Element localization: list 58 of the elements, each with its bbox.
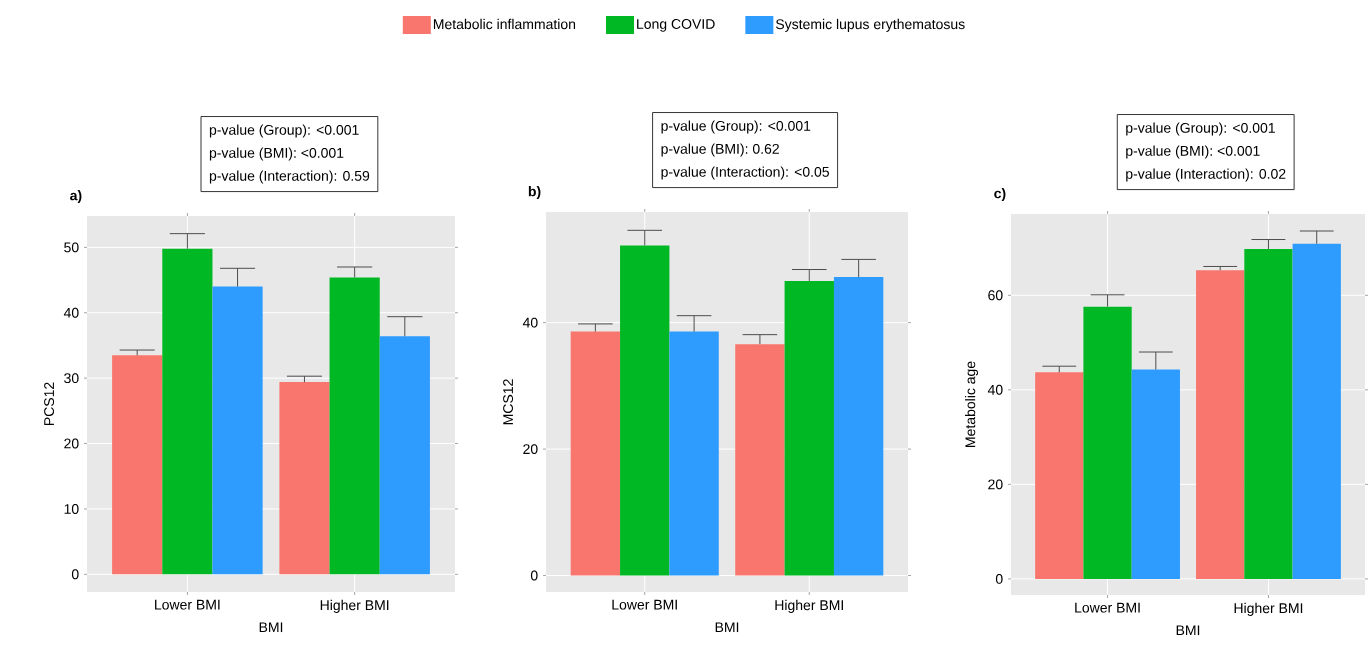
y-tick-label: 30 bbox=[64, 373, 79, 384]
x-tick-label: Lower BMI bbox=[612, 599, 677, 610]
x-tick-label: Lower BMI bbox=[155, 599, 220, 610]
x-axis-title: BMI bbox=[715, 622, 739, 633]
bar bbox=[1035, 372, 1084, 579]
y-tick-label: 10 bbox=[64, 503, 79, 514]
bar bbox=[735, 344, 785, 576]
y-axis-title: Metabolic age bbox=[964, 361, 979, 447]
y-tick-label: 50 bbox=[64, 242, 79, 253]
bar bbox=[669, 331, 719, 576]
bar bbox=[162, 248, 213, 575]
y-tick-label: 20 bbox=[64, 438, 79, 449]
text: p-value (Interaction): <0.05 bbox=[661, 166, 829, 180]
text: p-value (Group): <0.001 bbox=[209, 124, 359, 138]
y-tick-label: 0 bbox=[995, 573, 1003, 584]
bar bbox=[1244, 248, 1293, 579]
y-tick-label: 60 bbox=[988, 290, 1003, 301]
y-tick-label: 20 bbox=[988, 479, 1003, 490]
chart-title: a) bbox=[70, 190, 82, 204]
x-tick-label: Higher BMI bbox=[320, 599, 389, 613]
bar bbox=[620, 245, 670, 576]
text: p-value (BMI): <0.001 bbox=[1126, 145, 1260, 159]
text: p-value (BMI): 0.62 bbox=[661, 143, 779, 157]
bar bbox=[1292, 243, 1341, 579]
bar bbox=[784, 280, 834, 576]
bar bbox=[1083, 306, 1132, 579]
bar bbox=[279, 382, 330, 575]
text: p-value (Group): <0.001 bbox=[661, 120, 811, 134]
y-tick-label: 0 bbox=[530, 570, 538, 581]
y-axis-title: MCS12 bbox=[503, 379, 514, 425]
bar bbox=[570, 331, 621, 576]
bar bbox=[329, 277, 380, 575]
bar bbox=[833, 277, 884, 576]
x-axis-title: BMI bbox=[1176, 625, 1200, 636]
text: p-value (Interaction): 0.02 bbox=[1126, 168, 1286, 182]
y-tick-label: 40 bbox=[522, 317, 538, 328]
text: p-value (Group): <0.001 bbox=[1126, 122, 1275, 136]
bar bbox=[1131, 369, 1180, 579]
chart-title: c) bbox=[994, 188, 1006, 202]
y-tick-label: 40 bbox=[63, 307, 79, 318]
x-tick-label: Lower BMI bbox=[1075, 602, 1140, 613]
chart-title: b) bbox=[528, 186, 541, 200]
y-axis-title: PCS12 bbox=[44, 382, 55, 426]
bar bbox=[212, 286, 263, 575]
text: p-value (Interaction): 0.59 bbox=[209, 170, 370, 184]
x-tick-label: Higher BMI bbox=[1234, 602, 1303, 616]
legend-label: Systemic lupus erythematosus bbox=[775, 18, 965, 32]
y-tick-label: 40 bbox=[987, 384, 1003, 395]
bar bbox=[1196, 270, 1245, 579]
bar bbox=[379, 336, 430, 575]
legend-label: Metabolic inflammation bbox=[433, 18, 576, 30]
legend-label: Long COVID bbox=[637, 19, 715, 32]
y-tick-label: 0 bbox=[71, 569, 79, 580]
x-axis-title: BMI bbox=[259, 622, 283, 633]
text: p-value (BMI): <0.001 bbox=[209, 147, 344, 161]
bar bbox=[112, 355, 163, 575]
y-tick-label: 20 bbox=[523, 444, 538, 455]
x-tick-label: Higher BMI bbox=[775, 599, 843, 613]
